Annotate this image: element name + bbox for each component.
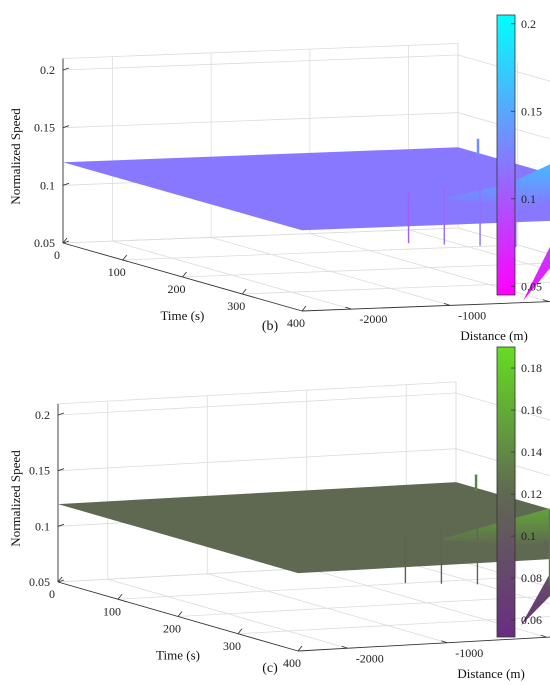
x-tick-mark [122, 254, 128, 261]
z-gridline [57, 392, 550, 421]
floor-gridline [237, 616, 550, 635]
surface-trough [520, 573, 550, 626]
colorbar-tick-label: 0.14 [521, 445, 542, 459]
z-tick-label: 0.05 [29, 575, 50, 589]
x-tick-label: 200 [163, 622, 181, 636]
x-tick-mark [117, 593, 123, 600]
x-tick-mark [241, 288, 247, 295]
floor-gridline [406, 562, 550, 605]
chart-2: 0100200300400-2000-1000010000.050.10.150… [8, 346, 550, 681]
z-gridline [62, 54, 550, 82]
x-tick-label: 200 [168, 282, 186, 296]
y-tick-mark [443, 302, 451, 306]
figure-caption: (b) [262, 319, 279, 334]
colorbar-tick-label: 0.12 [521, 487, 542, 501]
floor-gridline [408, 229, 550, 271]
z-tick-label: 0.2 [35, 408, 50, 422]
floor-gridline [242, 281, 550, 295]
z-tick-label: 0.15 [29, 464, 50, 478]
floor-gridline [177, 595, 550, 617]
z-tick-mark [62, 182, 70, 186]
x-tick-mark [237, 628, 243, 635]
x-tick-mark [62, 237, 68, 244]
x-axis-label: Time (s) [156, 648, 200, 663]
x-tick-label: 300 [227, 299, 245, 313]
floor-gridline [107, 578, 348, 649]
colorbar [496, 14, 516, 296]
colorbar-tick-label: 0.16 [521, 403, 542, 417]
z-tick-label: 0.2 [40, 63, 55, 77]
z-axis-label: Normalized Speed [8, 450, 23, 547]
y-axis-line [297, 636, 550, 652]
figure-caption: (c) [262, 661, 278, 676]
colorbar-tick-label: 0.15 [521, 104, 542, 118]
y-tick-mark [540, 634, 547, 638]
x-tick-mark [177, 611, 183, 617]
z-axis-label: Normalized Speed [8, 108, 23, 205]
x-tick-mark [182, 271, 187, 278]
floor-gridline [211, 236, 451, 306]
chart-1: 0100200300400-2000-1000010000.050.10.150… [8, 14, 550, 343]
surface-peak [441, 164, 550, 207]
z-tick-mark [62, 67, 70, 71]
floor-gridline [122, 244, 518, 261]
floor-gridline [117, 576, 517, 600]
z-tick-mark [57, 579, 65, 583]
x-tick-label: 100 [108, 265, 126, 279]
x-axis-label: Time (s) [160, 308, 204, 323]
colorbar-tick-label: 0.1 [521, 192, 536, 206]
surface-trough [523, 246, 550, 301]
z-tick-mark [62, 240, 70, 244]
z-tick-label: 0.05 [34, 236, 55, 250]
colorbar-tick-label: 0.05 [521, 279, 542, 293]
z-tick-mark [62, 125, 70, 129]
y-axis-line [301, 301, 550, 312]
colorbar-tick-label: 0.06 [521, 613, 542, 627]
colorbar-tick-label: 0.1 [521, 529, 536, 543]
z-tick-label: 0.1 [35, 519, 50, 533]
x-tick-mark [297, 645, 303, 652]
x-tick-label: 0 [54, 248, 60, 262]
y-tick-label: -2000 [359, 312, 387, 326]
back-wall-right [457, 43, 550, 255]
x-tick-label: 300 [223, 639, 241, 653]
z-gridline [62, 112, 550, 140]
colorbar-tick-label: 0.08 [521, 571, 542, 585]
z-tick-mark [57, 468, 65, 472]
x-tick-label: 400 [287, 316, 305, 330]
y-axis-label: Distance (m) [457, 666, 525, 681]
colorbar-tick-label: 0.2 [521, 17, 536, 31]
x-tick-label: 0 [49, 587, 55, 601]
y-tick-mark [345, 306, 352, 310]
surface-peak [438, 508, 550, 546]
z-tick-mark [57, 412, 65, 416]
y-tick-mark [542, 299, 550, 303]
x-tick-label: 400 [283, 656, 301, 670]
back-wall-right [455, 381, 550, 588]
floor-gridline [182, 262, 550, 278]
y-tick-mark [441, 640, 448, 644]
y-tick-label: -1000 [455, 646, 483, 660]
floor-gridline [207, 573, 448, 644]
floor-gridline [112, 240, 352, 310]
y-tick-mark [341, 645, 348, 649]
y-tick-label: -1000 [458, 308, 486, 322]
y-tick-label: -2000 [356, 651, 384, 665]
colorbar [496, 346, 516, 638]
z-gridline [57, 448, 550, 477]
z-gridline [62, 227, 550, 255]
x-tick-mark [57, 576, 63, 583]
x-tick-mark [301, 305, 307, 312]
z-tick-mark [57, 523, 65, 527]
surface-plane [63, 147, 550, 231]
y-axis-label: Distance (m) [460, 328, 528, 343]
z-tick-label: 0.1 [40, 178, 55, 192]
colorbar-tick-label: 0.18 [521, 361, 542, 375]
z-tick-label: 0.15 [34, 121, 55, 135]
surface-plane [58, 482, 550, 574]
x-tick-label: 100 [103, 604, 121, 618]
